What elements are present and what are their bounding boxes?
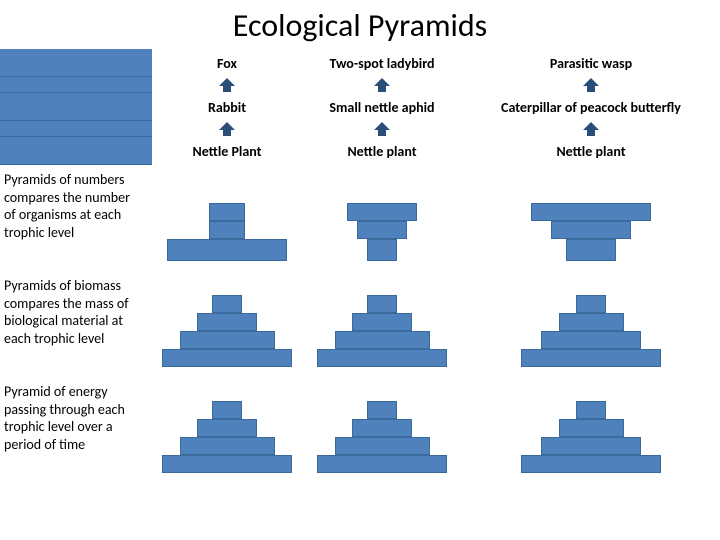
row1-desc: Pyramids of numbers compares the number …: [0, 165, 152, 271]
pyramid-tier: [566, 239, 616, 261]
pyramid-tier: [162, 455, 292, 473]
pyramid-tier: [335, 437, 430, 455]
col1-top: Fox: [152, 49, 302, 77]
col3-mid: Caterpillar of peacock butterfly: [462, 93, 720, 121]
pyramid-tier: [180, 331, 275, 349]
pyramid-grid: Fox Two-spot ladybird Parasitic wasp Rab…: [0, 49, 720, 483]
pyramid-tier: [531, 203, 651, 221]
col1-bot: Nettle Plant: [152, 137, 302, 165]
col2-arrow-1: [302, 77, 462, 93]
pyramid-tier: [551, 221, 631, 239]
row3-desc: Pyramid of energy passing through each t…: [0, 377, 152, 483]
col1-mid: Rabbit: [152, 93, 302, 121]
col2-arrow-2: [302, 121, 462, 137]
header-spacer-4: [0, 121, 152, 137]
header-spacer-2: [0, 77, 152, 93]
row2-pyr2: [302, 271, 462, 377]
pyramid-tier: [209, 203, 245, 221]
pyramid-tier: [162, 349, 292, 367]
col3-arrow-1: [462, 77, 720, 93]
col3-top: Parasitic wasp: [462, 49, 720, 77]
pyramid-tier: [576, 401, 606, 419]
page-title: Ecological Pyramids: [0, 0, 720, 49]
col2-mid: Small nettle aphid: [302, 93, 462, 121]
col3-bot: Nettle plant: [462, 137, 720, 165]
pyramid-tier: [180, 437, 275, 455]
pyramid-tier: [541, 331, 641, 349]
pyramid-tier: [367, 295, 397, 313]
header-spacer-1: [0, 49, 152, 77]
row1-pyr1: [152, 165, 302, 271]
row2-pyr1: [152, 271, 302, 377]
row1-pyr3: [462, 165, 720, 271]
pyramid-tier: [521, 349, 661, 367]
pyramid-tier: [212, 401, 242, 419]
pyramid-tier: [541, 437, 641, 455]
pyramid-tier: [559, 419, 624, 437]
row2-pyr3: [462, 271, 720, 377]
pyramid-tier: [521, 455, 661, 473]
pyramid-tier: [357, 221, 407, 239]
pyramid-tier: [335, 331, 430, 349]
pyramid-tier: [197, 419, 257, 437]
col2-bot: Nettle plant: [302, 137, 462, 165]
col2-top: Two-spot ladybird: [302, 49, 462, 77]
col3-arrow-2: [462, 121, 720, 137]
pyramid-tier: [352, 313, 412, 331]
pyramid-tier: [347, 203, 417, 221]
pyramid-tier: [197, 313, 257, 331]
header-spacer-3: [0, 93, 152, 121]
pyramid-tier: [209, 221, 245, 239]
pyramid-tier: [367, 239, 397, 261]
pyramid-tier: [559, 313, 624, 331]
pyramid-tier: [317, 349, 447, 367]
row3-pyr1: [152, 377, 302, 483]
pyramid-tier: [352, 419, 412, 437]
pyramid-tier: [212, 295, 242, 313]
row3-pyr3: [462, 377, 720, 483]
row1-pyr2: [302, 165, 462, 271]
row3-pyr2: [302, 377, 462, 483]
pyramid-tier: [367, 401, 397, 419]
col1-arrow-1: [152, 77, 302, 93]
pyramid-tier: [317, 455, 447, 473]
pyramid-tier: [576, 295, 606, 313]
header-spacer-5: [0, 137, 152, 165]
row2-desc: Pyramids of biomass compares the mass of…: [0, 271, 152, 377]
col1-arrow-2: [152, 121, 302, 137]
pyramid-tier: [167, 239, 287, 261]
